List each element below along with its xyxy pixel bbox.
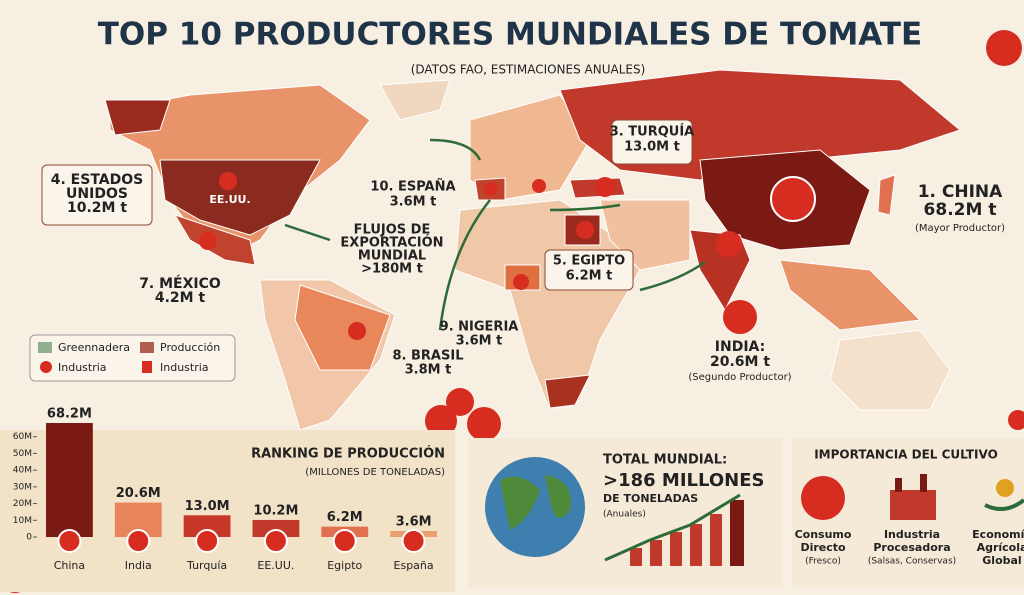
globe-land bbox=[500, 475, 571, 530]
map-label: 1. CHINA bbox=[918, 182, 1003, 202]
total-heading: TOTAL MUNDIAL: bbox=[603, 453, 727, 468]
value-label: 10.2M bbox=[253, 503, 298, 518]
x-tick-label: China bbox=[54, 559, 85, 572]
map-label: 5. EGIPTO bbox=[553, 254, 625, 269]
chart-title: RANKING DE PRODUCCIÓN bbox=[251, 446, 445, 462]
map-label: 13.0M t bbox=[624, 140, 680, 155]
x-tick-label: España bbox=[394, 559, 434, 572]
map-label: 9. NIGERIA bbox=[440, 320, 519, 335]
icon-factory bbox=[890, 474, 936, 520]
map-label: 68.2M t bbox=[924, 200, 997, 220]
map-label: MUNDIAL bbox=[358, 249, 426, 264]
flag bbox=[126, 529, 151, 553]
map-label: (Mayor Productor) bbox=[915, 223, 1005, 234]
importance-label: Consumo bbox=[795, 528, 852, 541]
value-label: 20.6M bbox=[116, 486, 161, 501]
map-tag: EE.UU. bbox=[209, 193, 250, 206]
legend-box bbox=[29, 334, 236, 382]
map-label: 20.6M t bbox=[710, 354, 770, 370]
flag bbox=[332, 529, 357, 553]
label-box bbox=[544, 249, 634, 291]
map-label: 6.2M t bbox=[566, 269, 613, 284]
y-tick-label: 40M bbox=[13, 466, 32, 476]
map-label: 10. ESPAÑA bbox=[370, 179, 455, 195]
label-box bbox=[611, 119, 693, 165]
total-note: (Anuales) bbox=[603, 510, 646, 520]
flag bbox=[195, 529, 220, 553]
map-label: 3. TURQUÍA bbox=[610, 124, 694, 140]
value-label: 13.0M bbox=[185, 499, 230, 514]
importance-label: Directo bbox=[800, 541, 846, 554]
legend-label: Industria bbox=[58, 361, 107, 374]
importance-title: IMPORTANCIA DEL CULTIVO bbox=[814, 448, 998, 462]
map-label: >180M t bbox=[361, 262, 423, 277]
map-label: INDIA: bbox=[715, 339, 765, 355]
importance-label: Global bbox=[982, 554, 1021, 567]
x-tick-label: Turquía bbox=[186, 559, 227, 572]
flag bbox=[401, 529, 426, 553]
x-tick-label: EE.UU. bbox=[257, 559, 294, 572]
map-label: 4. ESTADOS bbox=[51, 172, 143, 188]
value-label: 68.2M bbox=[47, 407, 92, 422]
flag bbox=[263, 529, 288, 553]
value-label: 6.2M bbox=[327, 510, 363, 525]
flag bbox=[57, 529, 82, 553]
map-label: 3.6M t bbox=[456, 334, 503, 349]
map-label: (Segundo Productor) bbox=[688, 372, 791, 383]
legend-label: Greennadera bbox=[58, 341, 130, 354]
importance-note: (Salsas, Conservas) bbox=[868, 557, 956, 567]
chart-subtitle: (MILLONES DE TONELADAS) bbox=[305, 467, 445, 478]
total-amount: >186 MILLONES bbox=[603, 470, 764, 491]
map-label: EXPORTACIÓN bbox=[340, 235, 443, 251]
importance-label: Agrícola bbox=[977, 541, 1024, 554]
total-unit: DE TONELADAS bbox=[603, 492, 698, 505]
bar bbox=[183, 515, 231, 537]
map-label: 7. MÉXICO bbox=[139, 275, 221, 292]
x-tick-label: Egipto bbox=[327, 559, 362, 572]
map-label: UNIDOS bbox=[66, 186, 128, 202]
icon-tomato bbox=[801, 476, 845, 520]
legend-label: Industria bbox=[160, 361, 209, 374]
importance-label: Procesadora bbox=[873, 541, 950, 554]
importance-label: Industria bbox=[884, 528, 940, 541]
map-label: 3.8M t bbox=[405, 363, 452, 378]
map-label: 10.2M t bbox=[67, 200, 127, 216]
y-tick-label: 10M bbox=[13, 516, 32, 526]
bar-chart: 0 10M 20M 30M 40M 50M 60M 68.2M China 20.6M India 1… bbox=[13, 407, 437, 572]
importance-note: (Fresco) bbox=[805, 557, 841, 567]
map-label: 4.2M t bbox=[155, 290, 206, 306]
legend: Greennadera Industria Producción Industr… bbox=[38, 341, 220, 374]
map-label: 8. BRASIL bbox=[393, 349, 464, 364]
x-tick-label: India bbox=[125, 559, 152, 572]
y-tick-label: 60M bbox=[13, 432, 32, 442]
icon-hand bbox=[984, 479, 1024, 511]
map-label: 3.6M t bbox=[390, 195, 437, 210]
flow-arrows bbox=[284, 138, 706, 331]
importance-label: Economía bbox=[972, 528, 1024, 541]
bar bbox=[252, 519, 300, 537]
y-tick-label: 20M bbox=[13, 499, 32, 509]
y-tick-label: 50M bbox=[13, 449, 32, 459]
y-tick-label: 0 bbox=[26, 533, 32, 543]
bar bbox=[46, 423, 93, 537]
growth-bars bbox=[604, 493, 744, 566]
subtitle: (DATOS FAO, ESTIMACIONES ANUALES) bbox=[411, 63, 646, 77]
value-label: 3.6M bbox=[396, 514, 432, 529]
y-tick-label: 30M bbox=[13, 482, 32, 492]
label-box bbox=[41, 164, 153, 226]
legend-label: Producción bbox=[160, 341, 220, 354]
map-label: FLUJOS DE bbox=[354, 223, 431, 238]
title: TOP 10 PRODUCTORES MUNDIALES DE TOMATE bbox=[98, 17, 922, 53]
